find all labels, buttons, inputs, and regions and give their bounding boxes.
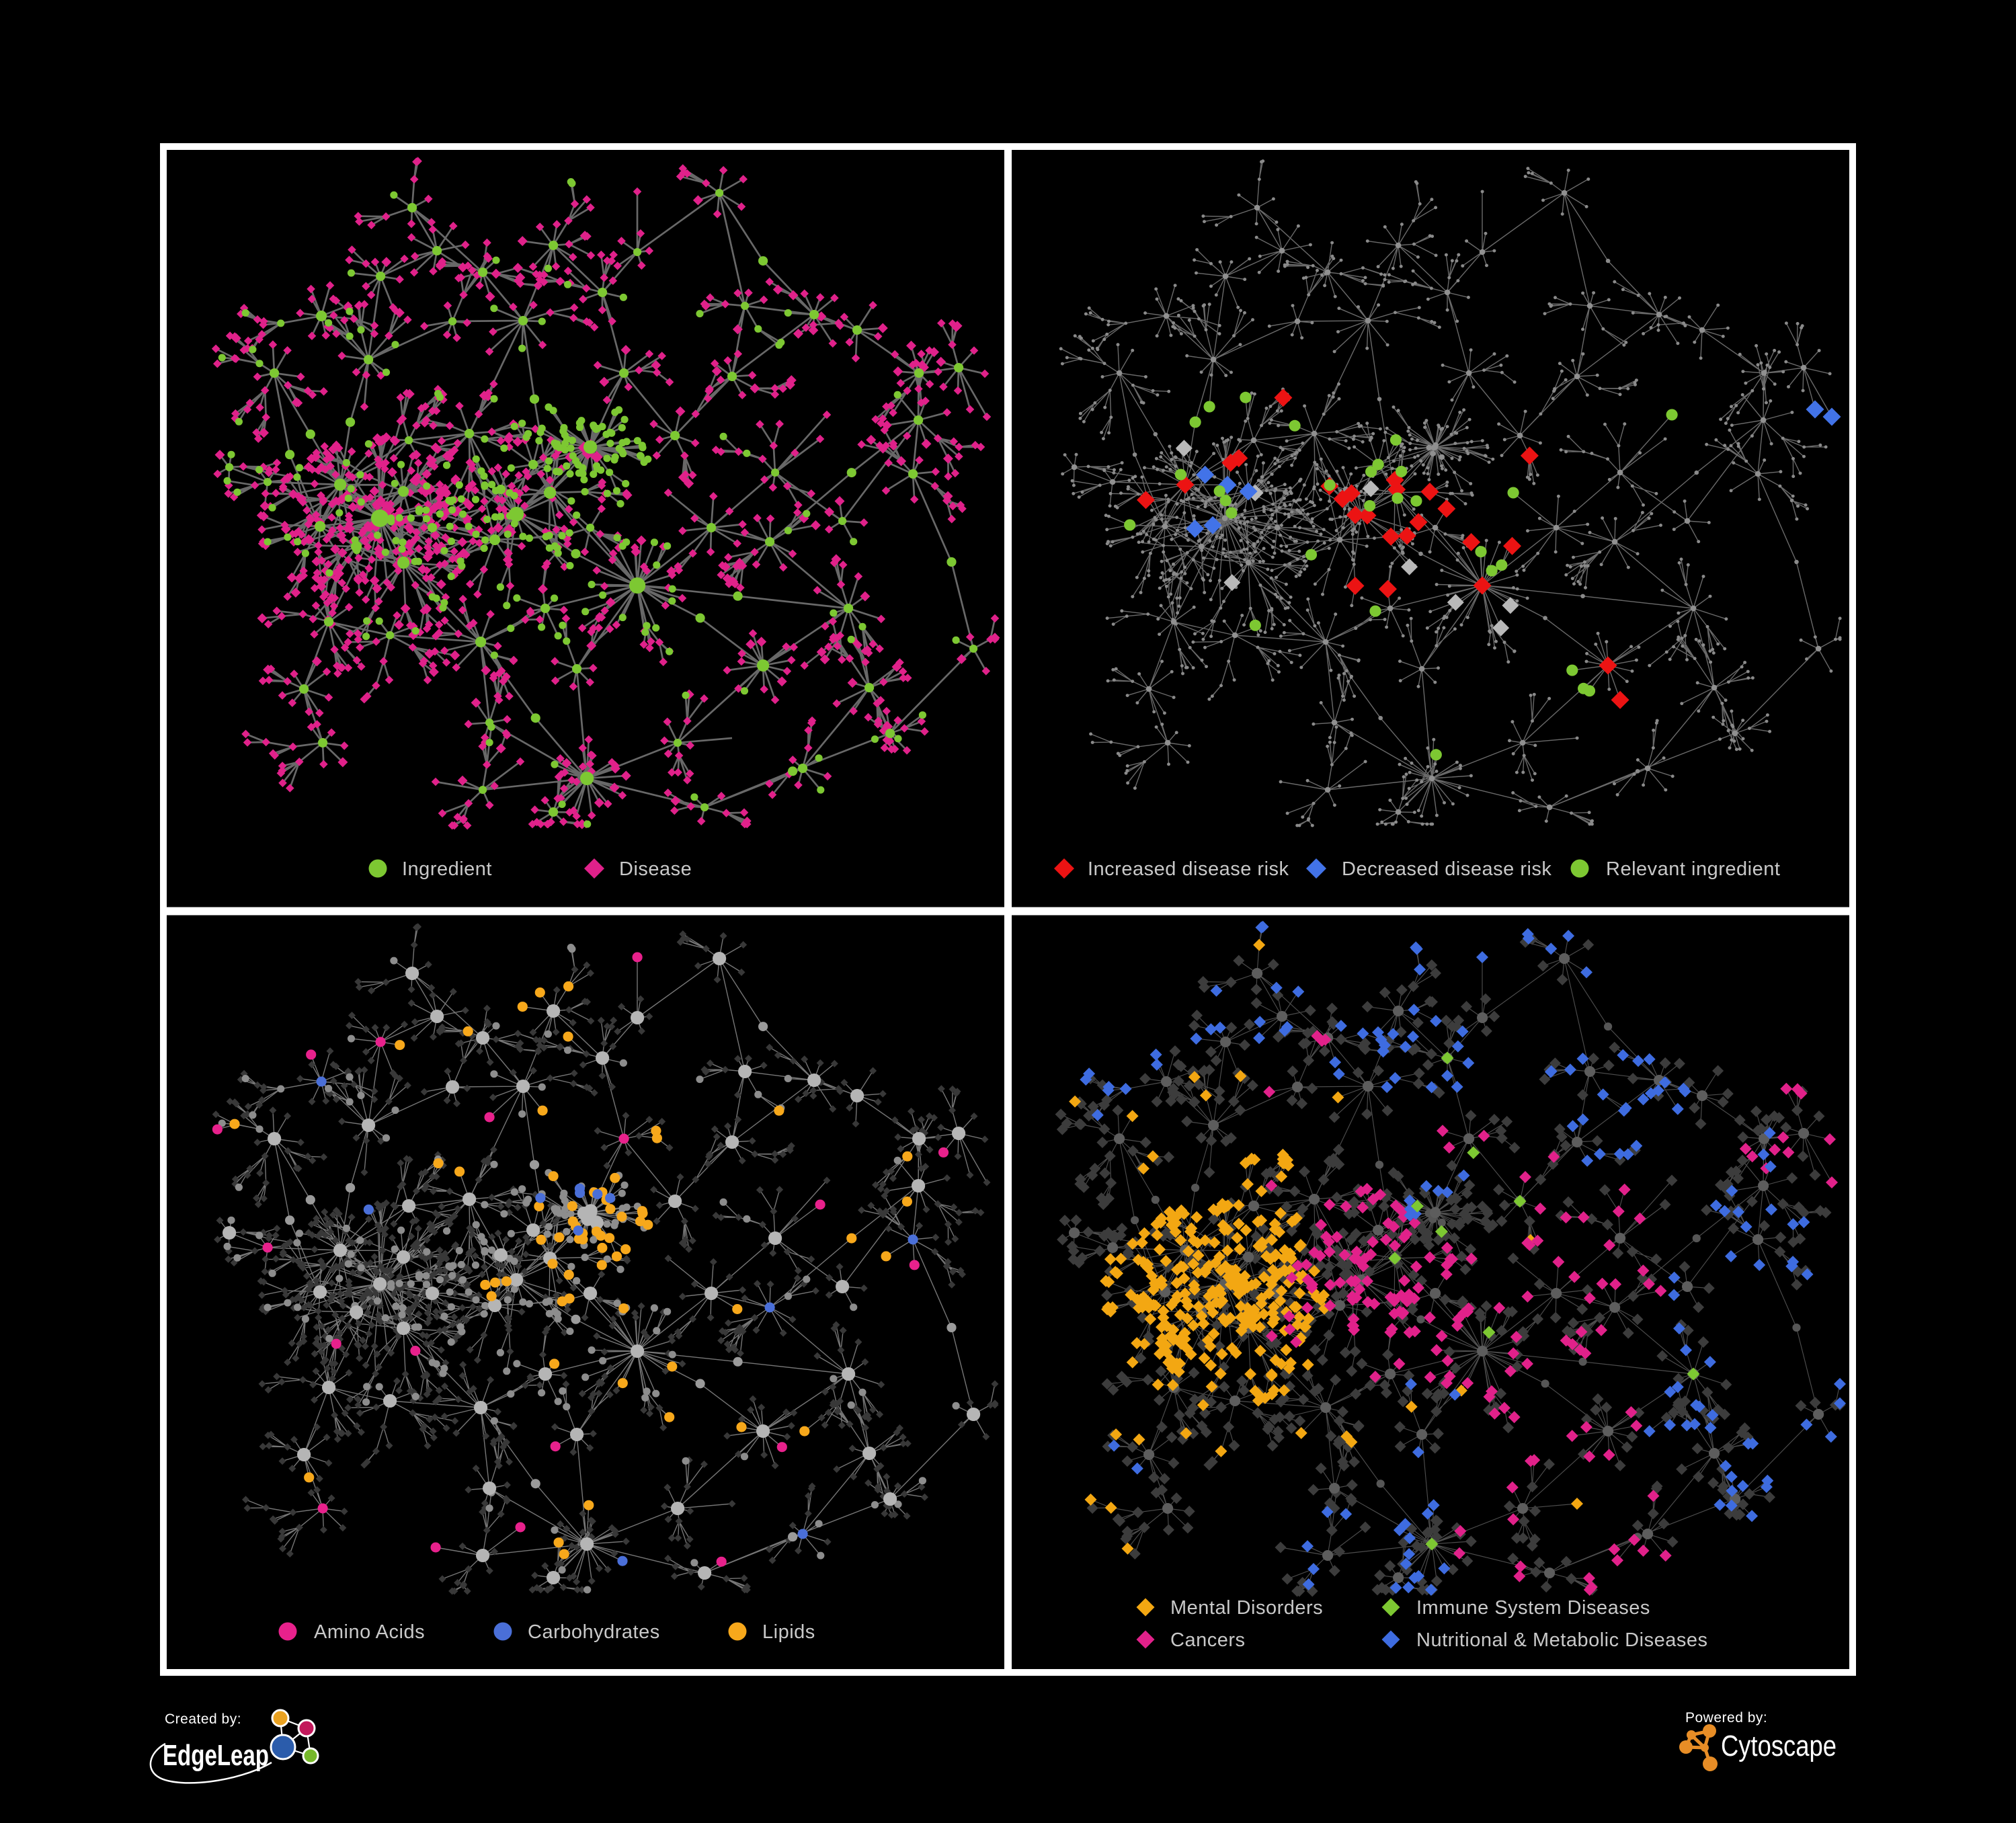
svg-text:EdgeLeap: EdgeLeap [163,1739,269,1772]
svg-text:Created by:: Created by: [165,1711,241,1727]
svg-text:Cancers: Cancers [1170,1629,1246,1651]
svg-text:Disease: Disease [619,858,692,880]
svg-text:Decreased disease risk: Decreased disease risk [1342,858,1551,880]
svg-text:Carbohydrates: Carbohydrates [528,1621,660,1643]
svg-text:Relevant ingredient: Relevant ingredient [1606,858,1780,880]
svg-text:Increased disease risk: Increased disease risk [1088,858,1289,880]
svg-text:Lipids: Lipids [762,1621,815,1643]
svg-text:Ingredient: Ingredient [402,858,492,880]
svg-text:Cytoscape: Cytoscape [1721,1730,1837,1763]
svg-text:Immune System Diseases: Immune System Diseases [1416,1597,1650,1619]
svg-text:Mental Disorders: Mental Disorders [1170,1597,1323,1619]
svg-text:Powered by:: Powered by: [1685,1710,1767,1726]
svg-text:Nutritional & Metabolic Diseas: Nutritional & Metabolic Diseases [1416,1629,1707,1651]
svg-text:Amino Acids: Amino Acids [314,1621,425,1643]
